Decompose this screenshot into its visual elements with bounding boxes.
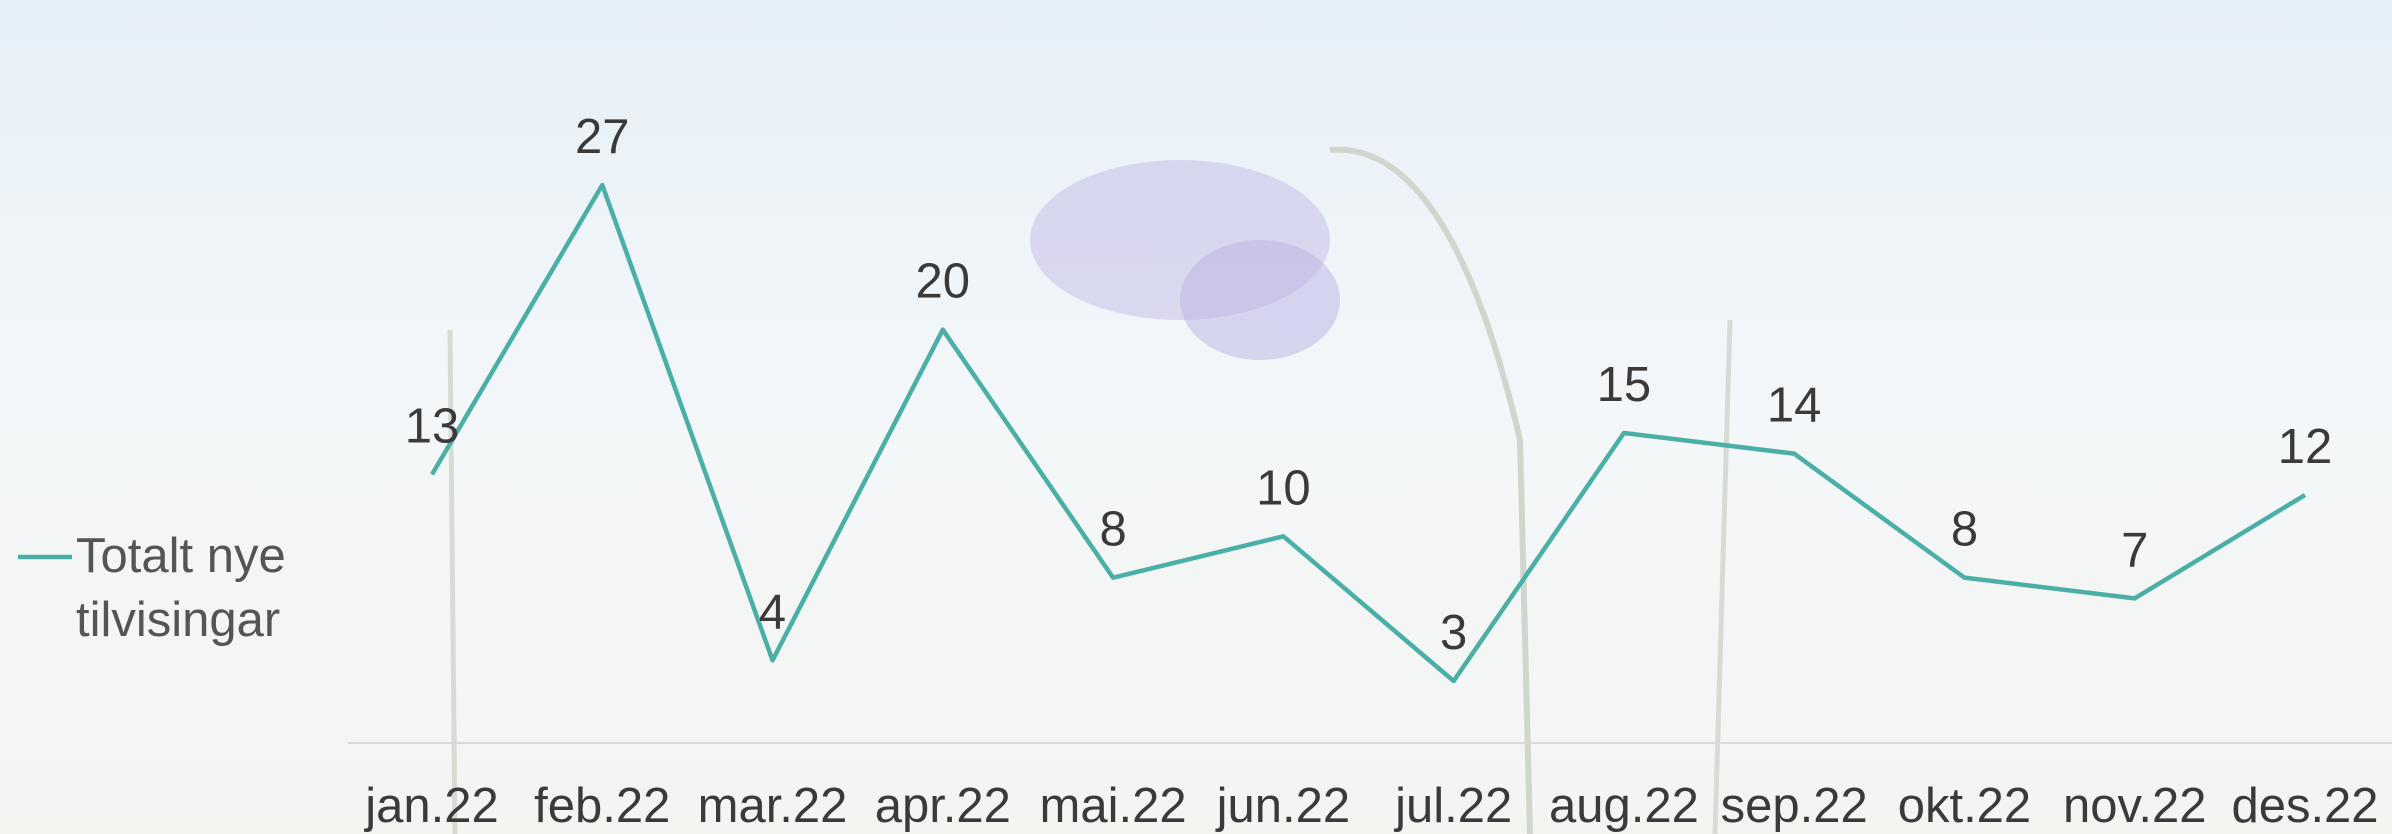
x-tick-label: des.22 — [2231, 779, 2378, 833]
data-label: 27 — [575, 110, 630, 164]
data-label: 4 — [759, 585, 786, 639]
data-label: 13 — [405, 399, 460, 453]
data-label: 7 — [2121, 523, 2148, 577]
x-tick-label: apr.22 — [875, 779, 1011, 833]
flower — [1180, 240, 1340, 360]
x-tick-label: jul.22 — [1393, 779, 1512, 833]
line — [430, 182, 2307, 684]
x-tick-label: mai.22 — [1040, 779, 1187, 833]
data-label: 14 — [1767, 379, 1822, 433]
data-label: 3 — [1440, 606, 1467, 660]
data-label: 12 — [2278, 420, 2333, 474]
data-label: 20 — [916, 255, 971, 309]
data-label: 8 — [1951, 503, 1978, 557]
data-label: 10 — [1256, 461, 1311, 515]
x-tick-label: okt.22 — [1898, 779, 2031, 833]
x-tick-label: nov.22 — [2063, 779, 2206, 833]
x-tick-label: feb.22 — [534, 779, 670, 833]
x-tick-label: aug.22 — [1549, 779, 1699, 833]
x-tick-label: mar.22 — [698, 779, 848, 833]
stem — [1329, 146, 1533, 834]
x-tick-label: jun.22 — [1215, 779, 1351, 833]
x-tick-label: jan.22 — [363, 779, 499, 833]
x-tick-label: sep.22 — [1721, 779, 1868, 833]
data-label: 15 — [1597, 358, 1652, 412]
data-label: 8 — [1099, 503, 1126, 557]
stem — [447, 319, 1733, 834]
legend-label: Totalt nye tilvisingar — [76, 529, 286, 647]
